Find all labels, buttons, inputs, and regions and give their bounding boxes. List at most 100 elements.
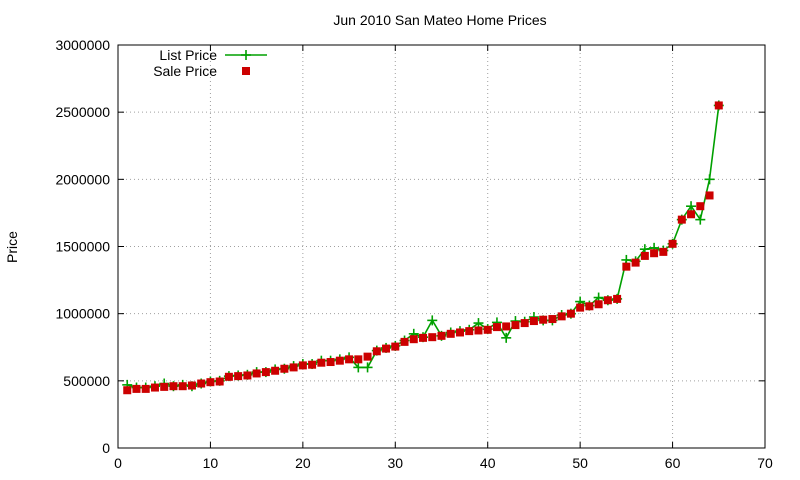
sale-price-point [585, 302, 594, 311]
y-tick-label: 3000000 [55, 37, 110, 53]
sale-price-point [603, 296, 612, 305]
sale-price-point [419, 333, 428, 342]
sale-price-point [215, 377, 224, 386]
sale-price-point [576, 303, 585, 312]
list-price-point [473, 318, 484, 329]
y-tick-label: 0 [102, 440, 110, 456]
x-tick-label: 20 [295, 455, 311, 471]
sale-price-point [548, 315, 557, 324]
sale-price-point [132, 384, 141, 393]
sale-price-point [566, 309, 575, 318]
sale-price-point [141, 384, 150, 393]
sale-price-point [150, 383, 159, 392]
sale-price-point [308, 360, 317, 369]
sale-price-point [696, 202, 705, 211]
x-tick-label: 60 [665, 455, 681, 471]
sale-price-point [243, 371, 252, 380]
x-tick-label: 10 [203, 455, 219, 471]
sale-price-point [631, 258, 640, 267]
sale-price-point [224, 372, 233, 381]
sale-price-point [455, 328, 464, 337]
legend: List Price Sale Price [153, 47, 267, 79]
sale-price-point [326, 358, 335, 367]
sale-price-point [169, 382, 178, 391]
sale-price-point [345, 355, 354, 364]
sale-price-point [187, 381, 196, 390]
list-price-point [704, 174, 715, 185]
sale-price-point [613, 294, 622, 303]
sale-price-point [354, 355, 363, 364]
sale-price-point [529, 317, 538, 326]
sale-price-point [178, 382, 187, 391]
sale-price-point [234, 372, 243, 381]
list-price-point [353, 362, 364, 373]
chart-title: Jun 2010 San Mateo Home Prices [333, 12, 546, 28]
y-axis-label: Price [4, 231, 20, 263]
legend-marker-sale-price [242, 67, 250, 75]
sale-price-point [511, 321, 520, 330]
list-price-point [427, 315, 438, 326]
sale-price-point [298, 361, 307, 370]
sale-price-point [372, 347, 381, 356]
y-tick-label: 2000000 [55, 171, 110, 187]
y-tick-label: 2500000 [55, 104, 110, 120]
list-price-point [695, 214, 706, 225]
list-price-point [686, 201, 697, 212]
x-tick-label: 40 [480, 455, 496, 471]
sale-price-point [687, 210, 696, 219]
sale-price-point [197, 379, 206, 388]
x-tick-label: 30 [387, 455, 403, 471]
sale-price-point [714, 101, 723, 110]
sale-price-point [705, 191, 714, 200]
sale-price-point [640, 251, 649, 260]
legend-label-list-price: List Price [159, 47, 217, 63]
y-tick-label: 1000000 [55, 306, 110, 322]
series [122, 100, 724, 395]
sale-price-point [335, 356, 344, 365]
y-tick-label: 1500000 [55, 239, 110, 255]
sale-price-point [160, 382, 169, 391]
sale-price-point [520, 319, 529, 328]
axis-ticks: 0 10 20 30 40 50 60 70 0 500000 1000000 1500000 2000… [55, 37, 773, 471]
sale-price-point [659, 247, 668, 256]
sale-price-point [557, 312, 566, 321]
x-tick-label: 70 [757, 455, 773, 471]
y-tick-label: 500000 [63, 373, 110, 389]
sale-price-point [492, 323, 501, 332]
sale-price-point [391, 342, 400, 351]
sale-price-point [400, 337, 409, 346]
sale-price-point [437, 331, 446, 340]
sale-price-point [465, 327, 474, 336]
legend-cross [241, 50, 251, 60]
sale-price-point [363, 352, 372, 361]
sale-price-point [594, 300, 603, 309]
sale-price-point [409, 335, 418, 344]
sale-price-point [206, 378, 215, 387]
sale-price-point [317, 358, 326, 367]
sale-price-point [677, 215, 686, 224]
sale-price-point [622, 262, 631, 271]
sale-price-point [502, 322, 511, 331]
sale-price-point [382, 344, 391, 353]
sale-price-point [280, 364, 289, 373]
legend-marker-list-price [241, 50, 251, 60]
sale-price-point [271, 366, 280, 375]
sale-price-point [474, 326, 483, 335]
sale-price-point [668, 239, 677, 248]
sale-price-point [446, 329, 455, 338]
sale-price-point [123, 386, 132, 395]
x-tick-label: 0 [114, 455, 122, 471]
sale-price-point [252, 369, 261, 378]
sale-price-point [428, 333, 437, 342]
list-price-point [362, 362, 373, 373]
sale-price-point [483, 325, 492, 334]
legend-label-sale-price: Sale Price [153, 63, 217, 79]
sale-price-point [539, 315, 548, 324]
x-tick-label: 50 [572, 455, 588, 471]
sale-price-point [650, 249, 659, 258]
sale-price-point [261, 368, 270, 377]
sale-price-point [289, 363, 298, 372]
list-price-point [501, 332, 512, 343]
